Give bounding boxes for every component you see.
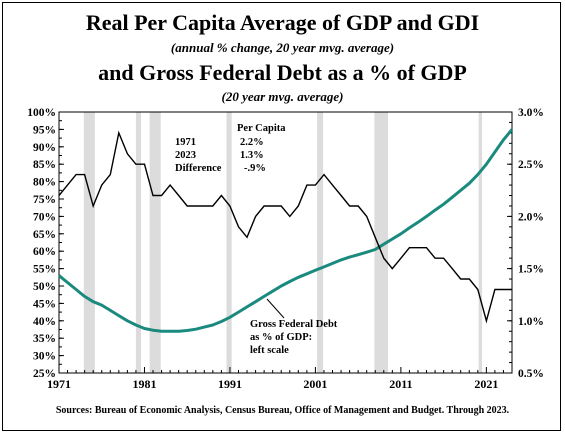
- debt-label-line: Gross Federal Debt: [250, 319, 338, 330]
- left-tick-label: 55%: [33, 264, 56, 276]
- per-capita-header: Per Capita: [237, 123, 286, 134]
- left-tick-label: 100%: [27, 107, 56, 119]
- source-note: Sources: Bureau of Economic Analysis, Ce…: [55, 405, 510, 416]
- left-tick-label: 80%: [33, 177, 56, 189]
- recession-band: [135, 112, 142, 373]
- recession-band: [149, 112, 161, 373]
- x-tick-label: 2001: [303, 377, 327, 391]
- right-tick-label: 2.5%: [518, 159, 544, 171]
- left-tick-label: 90%: [33, 142, 56, 154]
- debt-label-pointer: [266, 298, 285, 319]
- gdp-per-capita-line: [58, 130, 512, 324]
- row-2023-label: 2023: [175, 150, 196, 161]
- right-tick-label: 3.0%: [518, 107, 544, 119]
- chart-subtitle-gdp: (annual % change, 20 year mvg. average): [170, 40, 395, 55]
- left-tick-label: 30%: [33, 351, 56, 363]
- chart-subtitle-debt: (20 year mvg. average): [221, 89, 344, 104]
- right-tick-label: 2.0%: [518, 211, 544, 223]
- left-tick-label: 65%: [33, 229, 56, 241]
- left-tick-label: 35%: [33, 333, 56, 345]
- left-tick-label: 50%: [33, 281, 56, 293]
- row-difference-value: -.9%: [244, 163, 266, 174]
- left-tick-label: 75%: [33, 194, 56, 206]
- debt-label-line: left scale: [250, 345, 289, 356]
- row-1971-label: 1971: [175, 137, 196, 148]
- left-tick-label: 45%: [33, 298, 56, 310]
- x-tick-label: 2011: [389, 377, 412, 391]
- left-tick-label: 60%: [33, 246, 56, 258]
- debt-label-line: as % of GDP:: [250, 332, 312, 343]
- x-tick-label: 2021: [474, 377, 498, 391]
- chart-title-debt: and Gross Federal Debt as a % of GDP: [98, 60, 467, 85]
- x-tick-label: 1971: [47, 377, 71, 391]
- recession-band: [374, 112, 389, 373]
- right-tick-label: 0.5%: [518, 368, 544, 380]
- row-1971-value: 2.2%: [240, 137, 264, 148]
- x-tick-label: 1981: [132, 377, 156, 391]
- debt-line: [58, 128, 514, 333]
- right-tick-label: 1.5%: [518, 264, 544, 276]
- right-tick-label: 1.0%: [518, 316, 544, 328]
- left-tick-label: 40%: [33, 316, 56, 328]
- chart-frame: [2, 2, 561, 431]
- row-2023-value: 1.3%: [240, 150, 264, 161]
- left-tick-label: 85%: [33, 159, 56, 171]
- chart-title: Real Per Capita Average of GDP and GDI: [85, 10, 480, 35]
- row-difference-label: Difference: [175, 163, 222, 174]
- left-tick-label: 95%: [33, 124, 56, 136]
- recession-band: [83, 112, 95, 373]
- left-tick-label: 70%: [33, 211, 56, 223]
- recession-band: [317, 112, 324, 373]
- left-tick-label: 25%: [33, 368, 56, 380]
- recession-band: [478, 112, 483, 373]
- x-tick-label: 1991: [218, 377, 242, 391]
- recession-band: [226, 112, 232, 373]
